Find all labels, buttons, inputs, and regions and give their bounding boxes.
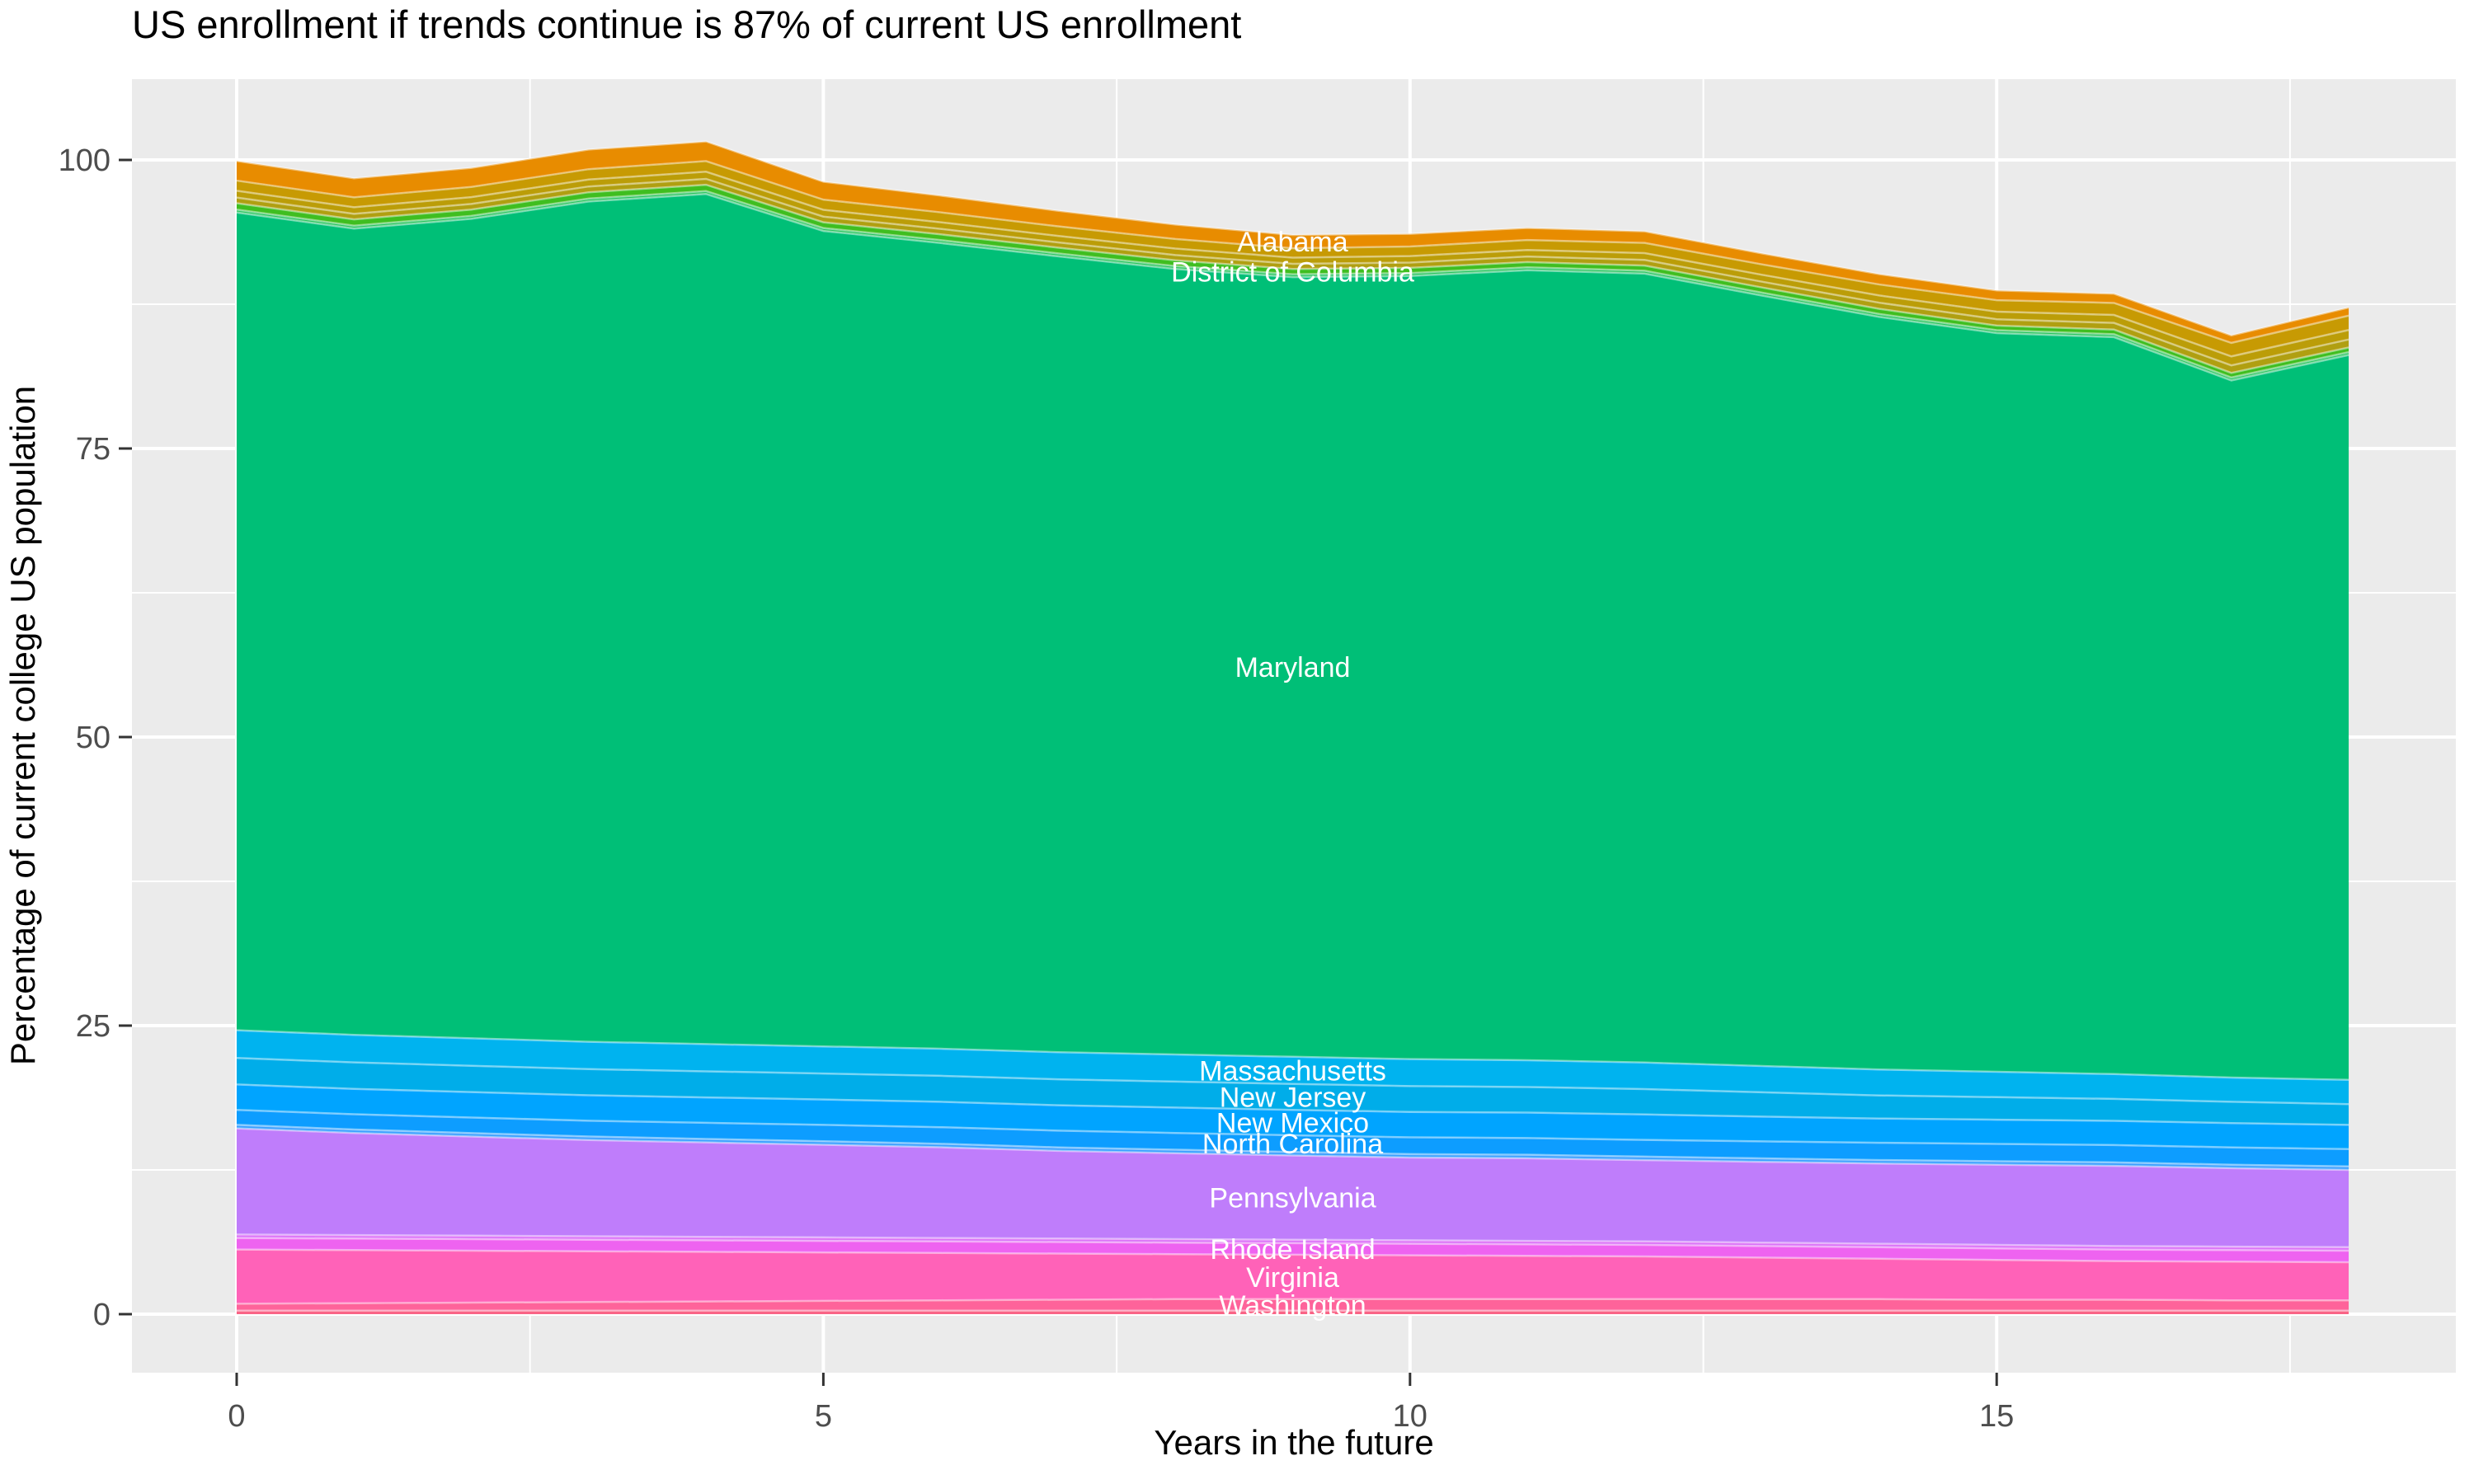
area-top-edge-massachusetts xyxy=(236,1029,2349,1082)
area-unlabeled xyxy=(237,1234,2349,1251)
y-tick-label: 50 xyxy=(76,721,111,755)
area-series-group xyxy=(236,140,2349,1314)
area-new-mexico xyxy=(237,1084,2349,1149)
area-virginia xyxy=(237,1249,2349,1304)
area-top-edge-rhode-island xyxy=(236,1237,2349,1252)
area-top-edge-maryland xyxy=(236,193,2349,382)
area-label-new-jersey: New Jersey xyxy=(1220,1082,1366,1113)
area-label-washington: Washington xyxy=(1219,1290,1366,1322)
x-tick-label: 15 xyxy=(1979,1399,2014,1434)
area-top-edge-district-of-columbia xyxy=(236,183,2349,374)
area-label-pennsylvania: Pennsylvania xyxy=(1209,1183,1376,1214)
area-label-district-of-columbia: District of Columbia xyxy=(1171,256,1414,288)
x-tick-label: 5 xyxy=(815,1399,832,1434)
area-top-edge-north-carolina xyxy=(236,1108,2349,1151)
area-top-edge-unlabeled xyxy=(236,1124,2349,1168)
area-label-north-carolina: North Carolina xyxy=(1202,1129,1383,1160)
x-tick-label: 10 xyxy=(1393,1399,1427,1434)
area-top-edge-unlabeled xyxy=(236,171,2349,358)
area-maryland xyxy=(237,194,2349,1080)
area-top-edge-unlabeled xyxy=(236,160,2349,345)
area-north-carolina xyxy=(237,1110,2349,1167)
y-tick-label: 25 xyxy=(76,1009,111,1044)
area-pennsylvania xyxy=(237,1128,2349,1247)
area-label-maryland: Maryland xyxy=(1235,652,1351,683)
area-top-edge-unlabeled xyxy=(236,190,2349,379)
area-massachusetts xyxy=(237,1030,2349,1105)
chart-title: US enrollment if trends continue is 87% … xyxy=(132,2,1241,46)
area-top-edge-new-jersey xyxy=(236,1056,2349,1106)
area-top-edge-virginia xyxy=(236,1248,2349,1264)
area-top-edge-alabama xyxy=(236,140,2349,337)
y-axis-title: Percentage of current college US populat… xyxy=(3,386,42,1065)
area-unlabeled xyxy=(237,1125,2349,1170)
x-tick-label: 0 xyxy=(228,1399,245,1434)
y-tick-label: 100 xyxy=(59,143,111,178)
y-tick-label: 75 xyxy=(76,432,111,467)
area-label-virginia: Virginia xyxy=(1246,1262,1339,1294)
area-alabama xyxy=(237,141,2349,343)
area-label-alabama: Alabama xyxy=(1237,227,1348,258)
area-top-edge-unlabeled xyxy=(236,1233,2349,1249)
area-label-new-mexico: New Mexico xyxy=(1216,1108,1369,1139)
area-rhode-island xyxy=(237,1237,2349,1262)
area-top-edge-pennsylvania xyxy=(236,1127,2349,1172)
area-new-jersey xyxy=(237,1058,2349,1125)
area-unlabeled xyxy=(237,1310,2349,1314)
x-axis-title: Years in the future xyxy=(1154,1423,1433,1462)
area-washington xyxy=(237,1298,2349,1311)
area-label-rhode-island: Rhode Island xyxy=(1210,1234,1375,1266)
y-tick-label: 0 xyxy=(93,1298,111,1332)
area-top-edge-washington xyxy=(236,1298,2349,1305)
area-top-edge-new-mexico xyxy=(236,1083,2349,1126)
axis-ticks: 0 25 50 75 100 0 5 10 15 xyxy=(59,143,2015,1434)
area-top-edge-unlabeled xyxy=(236,177,2349,367)
area-label-massachusetts: Massachusetts xyxy=(1199,1055,1386,1087)
